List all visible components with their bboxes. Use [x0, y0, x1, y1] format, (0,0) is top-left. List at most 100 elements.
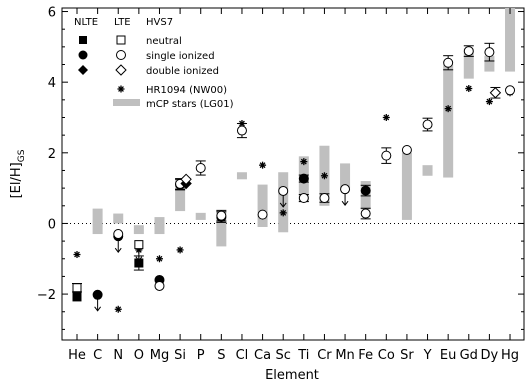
hvs7-point — [319, 193, 330, 204]
legend-single-label: single ionized — [146, 51, 215, 62]
mcp-range-bar — [443, 64, 454, 178]
x-tick-label: N — [113, 348, 123, 363]
hvs7-point — [484, 42, 495, 62]
hvs7-point — [236, 122, 247, 139]
x-tick-label: C — [93, 348, 102, 363]
x-tick-label: Ti — [297, 348, 309, 363]
marker-circle — [154, 280, 165, 291]
asterisk-stroke — [445, 105, 452, 112]
upper-limit-arrow — [135, 256, 143, 262]
hr1094-point — [114, 305, 122, 313]
y-axis-title-main: [El/H] — [9, 162, 24, 198]
marker-circle — [505, 85, 516, 96]
hr1094-point — [155, 255, 163, 263]
marker-diamond — [180, 173, 192, 186]
hvs7-point — [278, 185, 289, 208]
mcp-range-bar — [236, 172, 247, 180]
hvs7-point — [463, 45, 474, 57]
x-tick-label: S — [217, 348, 225, 363]
x-tick-label: Si — [174, 348, 186, 363]
svg-text:[El/H]GS: [El/H]GS — [9, 149, 27, 198]
marker-circle — [422, 119, 433, 130]
hvs7-point — [216, 209, 227, 222]
legend-neutral-label: neutral — [146, 36, 182, 47]
marker-circle — [443, 57, 454, 68]
hvs7-point — [257, 209, 268, 220]
hvs7-point — [113, 229, 124, 240]
hr1094-point — [279, 209, 287, 217]
hvs7-point — [195, 160, 206, 176]
asterisk-stroke — [115, 306, 122, 313]
hvs7-point — [443, 55, 454, 71]
legend-mcp-label: mCP stars (LG01) — [146, 99, 234, 110]
hr1094-point — [73, 251, 81, 259]
legend-mcp-marker — [113, 99, 140, 106]
hr1094-point — [320, 172, 328, 180]
hvs7-point — [360, 207, 371, 220]
marker-circle — [278, 185, 289, 196]
mcp-range-bar — [484, 55, 495, 72]
upper-limit-arrow — [341, 200, 349, 207]
hvs7-point — [92, 289, 103, 312]
marker-square — [72, 292, 82, 302]
y-tick-label: 2 — [48, 147, 56, 162]
hvs7-point — [422, 117, 433, 132]
y-tick-label: 4 — [48, 76, 56, 91]
y-tick-label: −2 — [37, 288, 56, 303]
hr1094-point — [259, 161, 267, 169]
hr1094-point — [382, 113, 390, 121]
x-tick-label: Eu — [440, 348, 456, 363]
x-tick-label: Hg — [501, 348, 519, 363]
mcp-range-bar — [113, 213, 124, 224]
marker-diamond — [489, 87, 502, 99]
marker-circle — [298, 193, 309, 204]
legend-header-nlte: NLTE — [74, 17, 98, 28]
asterisk-stroke — [300, 158, 307, 165]
x-tick-label: Co — [378, 348, 395, 363]
hvs7-point — [401, 144, 412, 155]
x-tick-label: Ca — [254, 348, 271, 363]
mcp-range-bar — [505, 8, 516, 72]
x-tick-label: P — [197, 348, 205, 363]
hvs7-markers — [72, 42, 516, 312]
hr1094-point — [300, 158, 308, 166]
x-tick-label: Gd — [460, 348, 478, 363]
y-axis-title: [El/H]GS — [9, 149, 27, 198]
asterisk-stroke — [465, 85, 472, 92]
asterisk-stroke — [177, 247, 184, 253]
legend-neutral-nlte-marker — [79, 36, 87, 44]
legend-hr1094-label: HR1094 (NW00) — [146, 85, 227, 96]
asterisk-stroke — [118, 86, 124, 92]
mcp-range-bar — [175, 179, 186, 212]
y-tick-label: 0 — [48, 217, 56, 232]
x-tick-label: Sr — [400, 348, 414, 363]
legend: NLTE LTE HVS7 neutral single ionized dou… — [74, 17, 234, 110]
hvs7-point — [505, 85, 516, 96]
marker-circle — [298, 173, 309, 184]
asterisk-stroke — [486, 98, 493, 105]
marker-circle — [319, 193, 330, 204]
x-axis-title: Element — [265, 368, 319, 383]
marker-circle — [113, 229, 124, 240]
legend-single-lte-marker — [116, 50, 126, 60]
mcp-range-bar — [133, 225, 144, 235]
marker-circle — [484, 47, 495, 58]
asterisk-stroke — [383, 114, 390, 121]
mcp-range-bar — [154, 217, 165, 235]
asterisk-stroke — [74, 251, 80, 258]
marker-circle — [340, 184, 351, 195]
upper-limit-arrow — [94, 306, 102, 312]
hvs7-point — [381, 147, 392, 164]
x-tick-label: Sc — [275, 348, 290, 363]
hr1094-point — [465, 85, 473, 93]
marker-circle — [360, 208, 371, 219]
legend-double-lte-marker — [115, 64, 127, 76]
hvs7-point — [72, 282, 82, 293]
hr1094-point — [176, 246, 184, 254]
marker-circle — [401, 144, 412, 155]
x-tick-label: Dy — [481, 348, 499, 363]
marker-circle — [236, 125, 247, 136]
asterisk-stroke — [321, 172, 328, 179]
marker-square — [134, 240, 144, 250]
